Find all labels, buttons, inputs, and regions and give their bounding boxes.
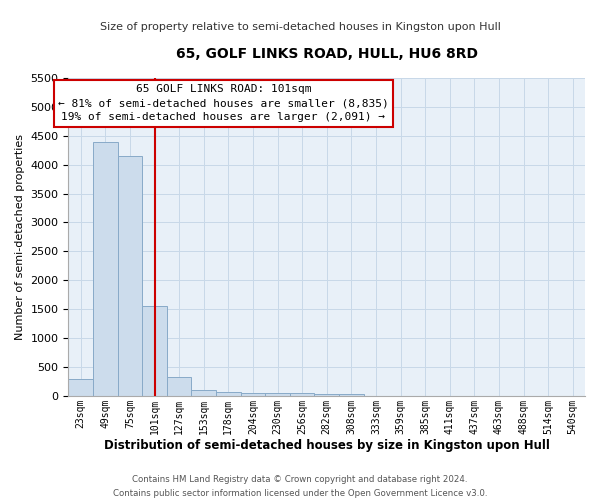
Bar bbox=[265, 393, 290, 396]
Text: 65 GOLF LINKS ROAD: 101sqm
← 81% of semi-detached houses are smaller (8,835)
19%: 65 GOLF LINKS ROAD: 101sqm ← 81% of semi… bbox=[58, 84, 389, 122]
Bar bbox=[216, 392, 241, 396]
Bar bbox=[314, 394, 339, 396]
Bar bbox=[290, 393, 314, 396]
Text: Contains HM Land Registry data © Crown copyright and database right 2024.
Contai: Contains HM Land Registry data © Crown c… bbox=[113, 476, 487, 498]
Bar bbox=[68, 378, 93, 396]
X-axis label: Distribution of semi-detached houses by size in Kingston upon Hull: Distribution of semi-detached houses by … bbox=[104, 440, 550, 452]
Bar bbox=[93, 142, 118, 396]
Bar bbox=[241, 393, 265, 396]
Y-axis label: Number of semi-detached properties: Number of semi-detached properties bbox=[15, 134, 25, 340]
Bar bbox=[118, 156, 142, 396]
Bar bbox=[339, 394, 364, 396]
Title: 65, GOLF LINKS ROAD, HULL, HU6 8RD: 65, GOLF LINKS ROAD, HULL, HU6 8RD bbox=[176, 48, 478, 62]
Bar bbox=[167, 377, 191, 396]
Bar bbox=[191, 390, 216, 396]
Bar bbox=[142, 306, 167, 396]
Text: Size of property relative to semi-detached houses in Kingston upon Hull: Size of property relative to semi-detach… bbox=[100, 22, 500, 32]
